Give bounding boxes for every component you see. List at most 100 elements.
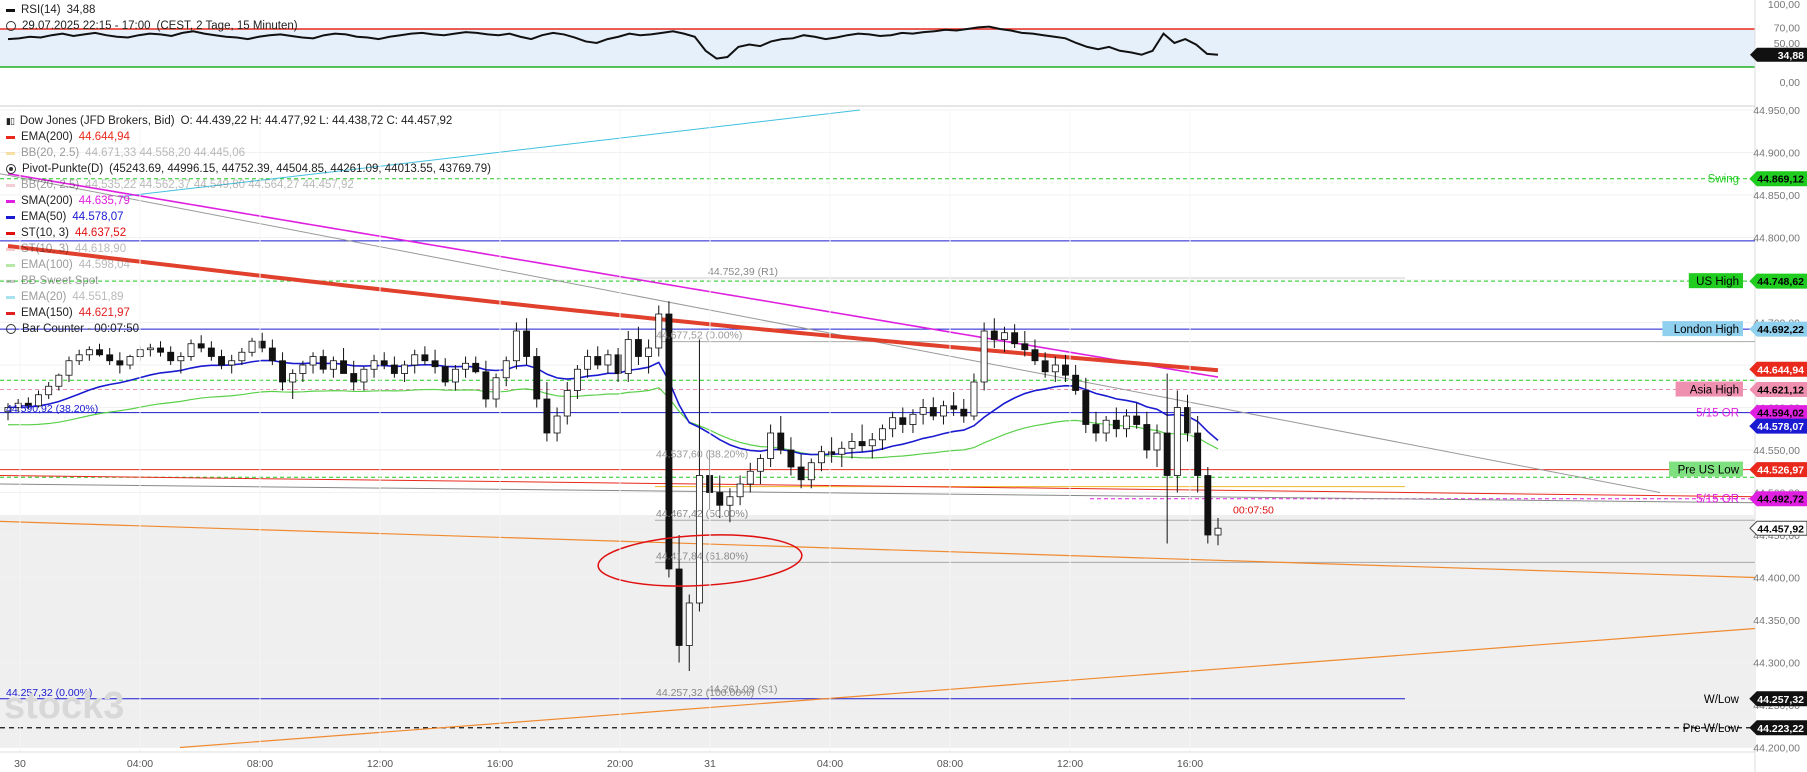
price-tick-label: 44.900,00 [1753, 148, 1800, 160]
price-tag-shape [1749, 418, 1807, 434]
chart-annotation: 44.261,09 (S1) [708, 684, 777, 696]
price-tag: 44.223,22 Pre W/Low [1683, 720, 1807, 736]
time-tick-label: 12:00 [367, 758, 393, 770]
legend-value: 44.637,52 [74, 227, 127, 239]
legend-label: SMA(200) [21, 195, 73, 207]
candle-body [401, 364, 409, 374]
price-tag-shape [1749, 462, 1807, 478]
candle-body [695, 475, 703, 604]
candle-body [533, 356, 541, 400]
legend-value: 44.578,07 [72, 211, 124, 223]
legend-item[interactable]: EMA(200) 44.644,94 [6, 129, 491, 145]
candle-body [919, 407, 927, 415]
rsi-timezone: (CEST, 2 Tage, 15 Minuten) [156, 20, 298, 32]
candle-body [553, 415, 561, 434]
candles-icon: ▮▯ [6, 116, 15, 126]
candle-body [421, 354, 429, 362]
price-tag-shape [1749, 321, 1807, 337]
rsi-swatch [6, 8, 15, 12]
legend-item[interactable]: EMA(150) 44.621,97 [6, 305, 491, 321]
legend-item[interactable]: Pivot-Punkte(D) (45243.69, 44996.15, 4475… [6, 161, 491, 177]
legend-item[interactable]: EMA(20) 44.551,89 [6, 289, 491, 305]
candle-body [817, 451, 825, 464]
price-tick-label: 44.300,00 [1753, 658, 1800, 670]
legend-label: ST(10, 3) [21, 243, 69, 255]
trendline [179, 627, 1756, 749]
price-tag-label: US High [1696, 276, 1739, 288]
price-tag: 44.526,97 Pre US Low [1669, 461, 1807, 478]
legend-item[interactable]: SMA(200) 44.635,79 [6, 193, 491, 209]
candle-body [1072, 374, 1080, 391]
legend-item[interactable]: BB Sweet Spot [6, 273, 491, 289]
candle-body [736, 483, 744, 498]
instrument-ohlc: O: 44.439,22 H: 44.477,92 L: 44.438,72 C… [180, 115, 453, 127]
price-tick-label: 44.400,00 [1753, 573, 1800, 585]
candle-body [207, 347, 215, 357]
candle-body [85, 349, 93, 356]
price-tag: 44.578,07 [1749, 418, 1807, 434]
candle-body [45, 385, 53, 396]
rsi-title-row: RSI(14) 34,88 [6, 2, 298, 18]
candle-body [563, 390, 571, 417]
chart-annotation: 00:07:50 [1233, 504, 1274, 516]
time-tick-label: 04:00 [127, 758, 153, 770]
candle-body [289, 373, 297, 383]
legend-value: 44.621,97 [78, 307, 130, 319]
candle-body [675, 568, 683, 646]
time-tick-label: 08:00 [247, 758, 273, 770]
candle-body [889, 417, 897, 430]
time-tick-label: 30 [14, 758, 26, 770]
candle-body [970, 381, 978, 417]
candle-body [248, 340, 256, 353]
legend-item[interactable]: BB(20, 2.5) 44.671,33 44.558,20 44.445,06 [6, 145, 491, 161]
candle-body [370, 360, 378, 370]
legend-value: 44.635,79 [78, 195, 130, 207]
candle-body [767, 432, 775, 459]
rsi-tick-label: 100,00 [1768, 0, 1800, 11]
candle-body [1214, 527, 1222, 536]
legend-value: (45243.69, 44996.15, 44752.39, 44504.85,… [109, 163, 491, 175]
price-tag: 44.869,12 Swing [1708, 171, 1807, 187]
candle-body [807, 462, 815, 481]
price-tag-label-bg [1669, 461, 1743, 477]
legend-item[interactable]: Bar Counter - 00:07:50 [6, 321, 491, 337]
legend-item[interactable]: EMA(50) 44.578,07 [6, 209, 491, 225]
main-legend: ▮▯ Dow Jones (JFD Brokers, Bid) O: 44.43… [6, 113, 491, 337]
candle-body [146, 347, 154, 351]
candle-body [55, 374, 63, 387]
price-tick-label: 44.350,00 [1753, 615, 1800, 627]
candle-body [1143, 424, 1151, 451]
candle-body [380, 360, 388, 366]
price-tag: 44.492,72 5/15 OR [1696, 491, 1807, 507]
legend-item[interactable]: ST(10, 3) 44.618,90 [6, 241, 491, 257]
watermark-logo: stock3 [4, 685, 124, 727]
price-tick-label: 44.200,00 [1753, 743, 1800, 755]
price-tick-label: 44.800,00 [1753, 233, 1800, 245]
price-tag-label-bg [1662, 321, 1743, 337]
candle-body [797, 466, 805, 481]
candle-body [1163, 432, 1171, 476]
price-tag: 44.748,62 US High [1688, 273, 1807, 289]
legend-item[interactable]: EMA(100) 44.598,04 [6, 257, 491, 273]
candle-body [157, 347, 164, 353]
candle-body [116, 360, 124, 366]
price-tag-shape [1749, 520, 1807, 536]
lower-shading [0, 515, 1755, 747]
candle-body [512, 330, 520, 362]
candle-body [716, 492, 724, 506]
highlight-ellipse [597, 534, 803, 587]
time-tick-label: 16:00 [487, 758, 513, 770]
candle-body [1021, 343, 1029, 351]
candle-body [655, 313, 663, 349]
pivot-icon [6, 164, 16, 174]
chart-annotation: 44.417,84 (61.80%) [656, 550, 748, 562]
price-tag-shape [1749, 720, 1807, 736]
time-tick-label: 16:00 [1177, 758, 1203, 770]
legend-item[interactable]: ST(10, 3) 44.637,52 [6, 225, 491, 241]
legend-label: BB(20, 2.5) [21, 147, 80, 159]
rsi-time-row: 29.07.2025 22:15 - 17:00 (CEST, 2 Tage, … [6, 18, 298, 34]
candle-body [106, 354, 114, 362]
candle-body [1062, 364, 1069, 376]
legend-item[interactable]: BB(20, 2.5) 44.535,22 44.562,37 44.549,80… [6, 177, 491, 193]
